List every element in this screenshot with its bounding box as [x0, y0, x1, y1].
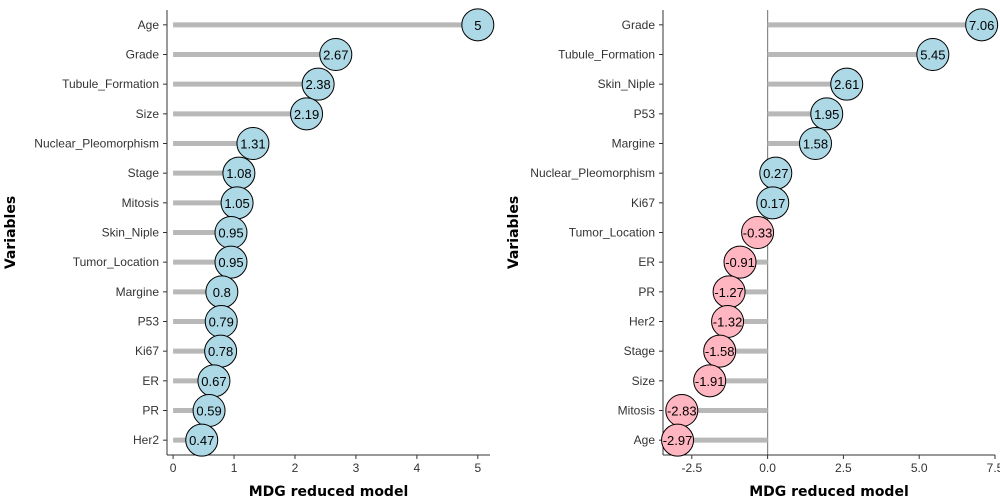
y-tick-label: Tubule_Formation: [62, 77, 159, 91]
y-tick-label: Size: [632, 374, 656, 388]
x-tick-label: 2: [292, 461, 299, 475]
y-tick-label: Ki67: [631, 196, 655, 210]
y-tick-label: Skin_Niple: [598, 77, 656, 91]
point-value-label: 0.8: [213, 285, 231, 300]
point-value-label: 0.79: [209, 315, 234, 330]
y-tick-label: Mitosis: [122, 196, 159, 210]
point-value-label: 0.95: [218, 226, 243, 241]
y-tick-label: P53: [634, 107, 656, 121]
chart-right: Grade Tubule_Formation Skin_Niple P53 Margin…: [506, 8, 1000, 500]
point-nuclear_pleomorphism: [236, 127, 270, 160]
point-er: [723, 245, 757, 279]
point-value-label: 0.27: [763, 166, 788, 181]
point-p53: [810, 97, 844, 131]
y-tick-label: Grade: [126, 48, 160, 62]
point-value-label: 0.59: [196, 404, 221, 419]
y-tick-label: Mitosis: [618, 404, 655, 418]
x-tick-label: 5: [474, 461, 481, 475]
y-axis-title: Variables: [506, 196, 522, 269]
point-value-label: 2.19: [294, 107, 319, 122]
point-value-label: -0.91: [725, 255, 755, 270]
y-tick-label: Margine: [612, 137, 656, 151]
y-tick-label: Size: [136, 107, 160, 121]
x-tick-label: 4: [414, 461, 421, 475]
point-value-label: 2.67: [323, 48, 348, 63]
y-tick-label: PR: [638, 285, 655, 299]
point-grade: [319, 38, 353, 71]
y-tick-label: Nuclear_Pleomorphism: [34, 137, 159, 151]
point-value-label: 1.08: [226, 166, 251, 181]
point-value-label: 5.45: [920, 48, 945, 63]
point-margine: [799, 127, 833, 160]
point-value-label: 0.78: [208, 344, 233, 359]
x-tick-label: 3: [353, 461, 360, 475]
point-value-label: -0.33: [743, 226, 773, 241]
point-age: [461, 8, 495, 42]
point-value-label: 1.95: [814, 107, 839, 122]
x-tick-label: 5.0: [911, 461, 928, 475]
point-value-label: -1.32: [713, 315, 743, 330]
y-tick-label: Stage: [128, 166, 160, 180]
point-her2: [185, 423, 219, 457]
x-tick-label: 0.0: [759, 461, 776, 475]
point-size: [290, 97, 324, 131]
y-tick-label: Tumor_Location: [569, 226, 655, 240]
point-value-label: -2.97: [663, 433, 693, 448]
x-tick-label: -2.5: [681, 461, 702, 475]
x-axis-title: MDG reduced model: [249, 484, 409, 500]
y-axis-title: Variables: [3, 196, 19, 269]
x-tick-label: 1: [231, 461, 238, 475]
point-value-label: 0.95: [218, 255, 243, 270]
y-tick-label: Age: [138, 18, 160, 32]
y-tick-label: Her2: [133, 433, 159, 447]
point-value-label: 1.05: [224, 196, 249, 211]
point-ki67: [756, 186, 790, 220]
y-tick-label: ER: [638, 255, 655, 269]
y-tick-label: Skin_Niple: [102, 226, 160, 240]
x-tick-label: 0: [170, 461, 177, 475]
point-value-label: 0.17: [760, 196, 785, 211]
y-tick-label: Ki67: [135, 344, 159, 358]
point-stage: [703, 334, 737, 368]
chart-left: Age Grade Tubule_Formation Size Nuclear_Pleo…: [3, 8, 495, 500]
y-tick-label: Her2: [629, 315, 655, 329]
point-tubule_formation: [301, 67, 335, 101]
point-value-label: 2.38: [305, 77, 330, 92]
y-tick-label: Nuclear_Pleomorphism: [530, 166, 655, 180]
y-tick-label: Tumor_Location: [73, 255, 159, 269]
point-value-label: -1.58: [705, 344, 735, 359]
point-value-label: -1.27: [714, 285, 744, 300]
y-tick-label: Grade: [622, 18, 656, 32]
x-tick-label: 2.5: [835, 461, 852, 475]
point-value-label: 5: [474, 18, 481, 33]
y-tick-label: Age: [634, 433, 656, 447]
point-value-label: 1.58: [803, 137, 828, 152]
point-skin_niple: [830, 67, 864, 101]
point-value-label: 7.06: [969, 18, 994, 33]
x-tick-label: 7.5: [987, 461, 1000, 475]
x-axis-title: MDG reduced model: [749, 484, 909, 500]
y-tick-label: P53: [138, 315, 160, 329]
y-tick-label: PR: [142, 404, 159, 418]
point-grade: [965, 8, 999, 42]
point-value-label: -2.83: [667, 404, 697, 419]
point-age: [661, 423, 695, 457]
point-tumor_location: [741, 216, 775, 249]
point-value-label: 2.61: [834, 77, 859, 92]
point-value-label: 1.31: [240, 137, 265, 152]
point-size: [693, 364, 727, 398]
y-tick-label: Stage: [624, 344, 656, 358]
point-tubule_formation: [916, 38, 950, 71]
y-tick-label: Tubule_Formation: [558, 48, 655, 62]
y-tick-label: ER: [142, 374, 159, 388]
point-value-label: 0.67: [201, 374, 226, 389]
point-value-label: -1.91: [695, 374, 725, 389]
point-value-label: 0.47: [189, 433, 214, 448]
y-tick-label: Margine: [116, 285, 160, 299]
